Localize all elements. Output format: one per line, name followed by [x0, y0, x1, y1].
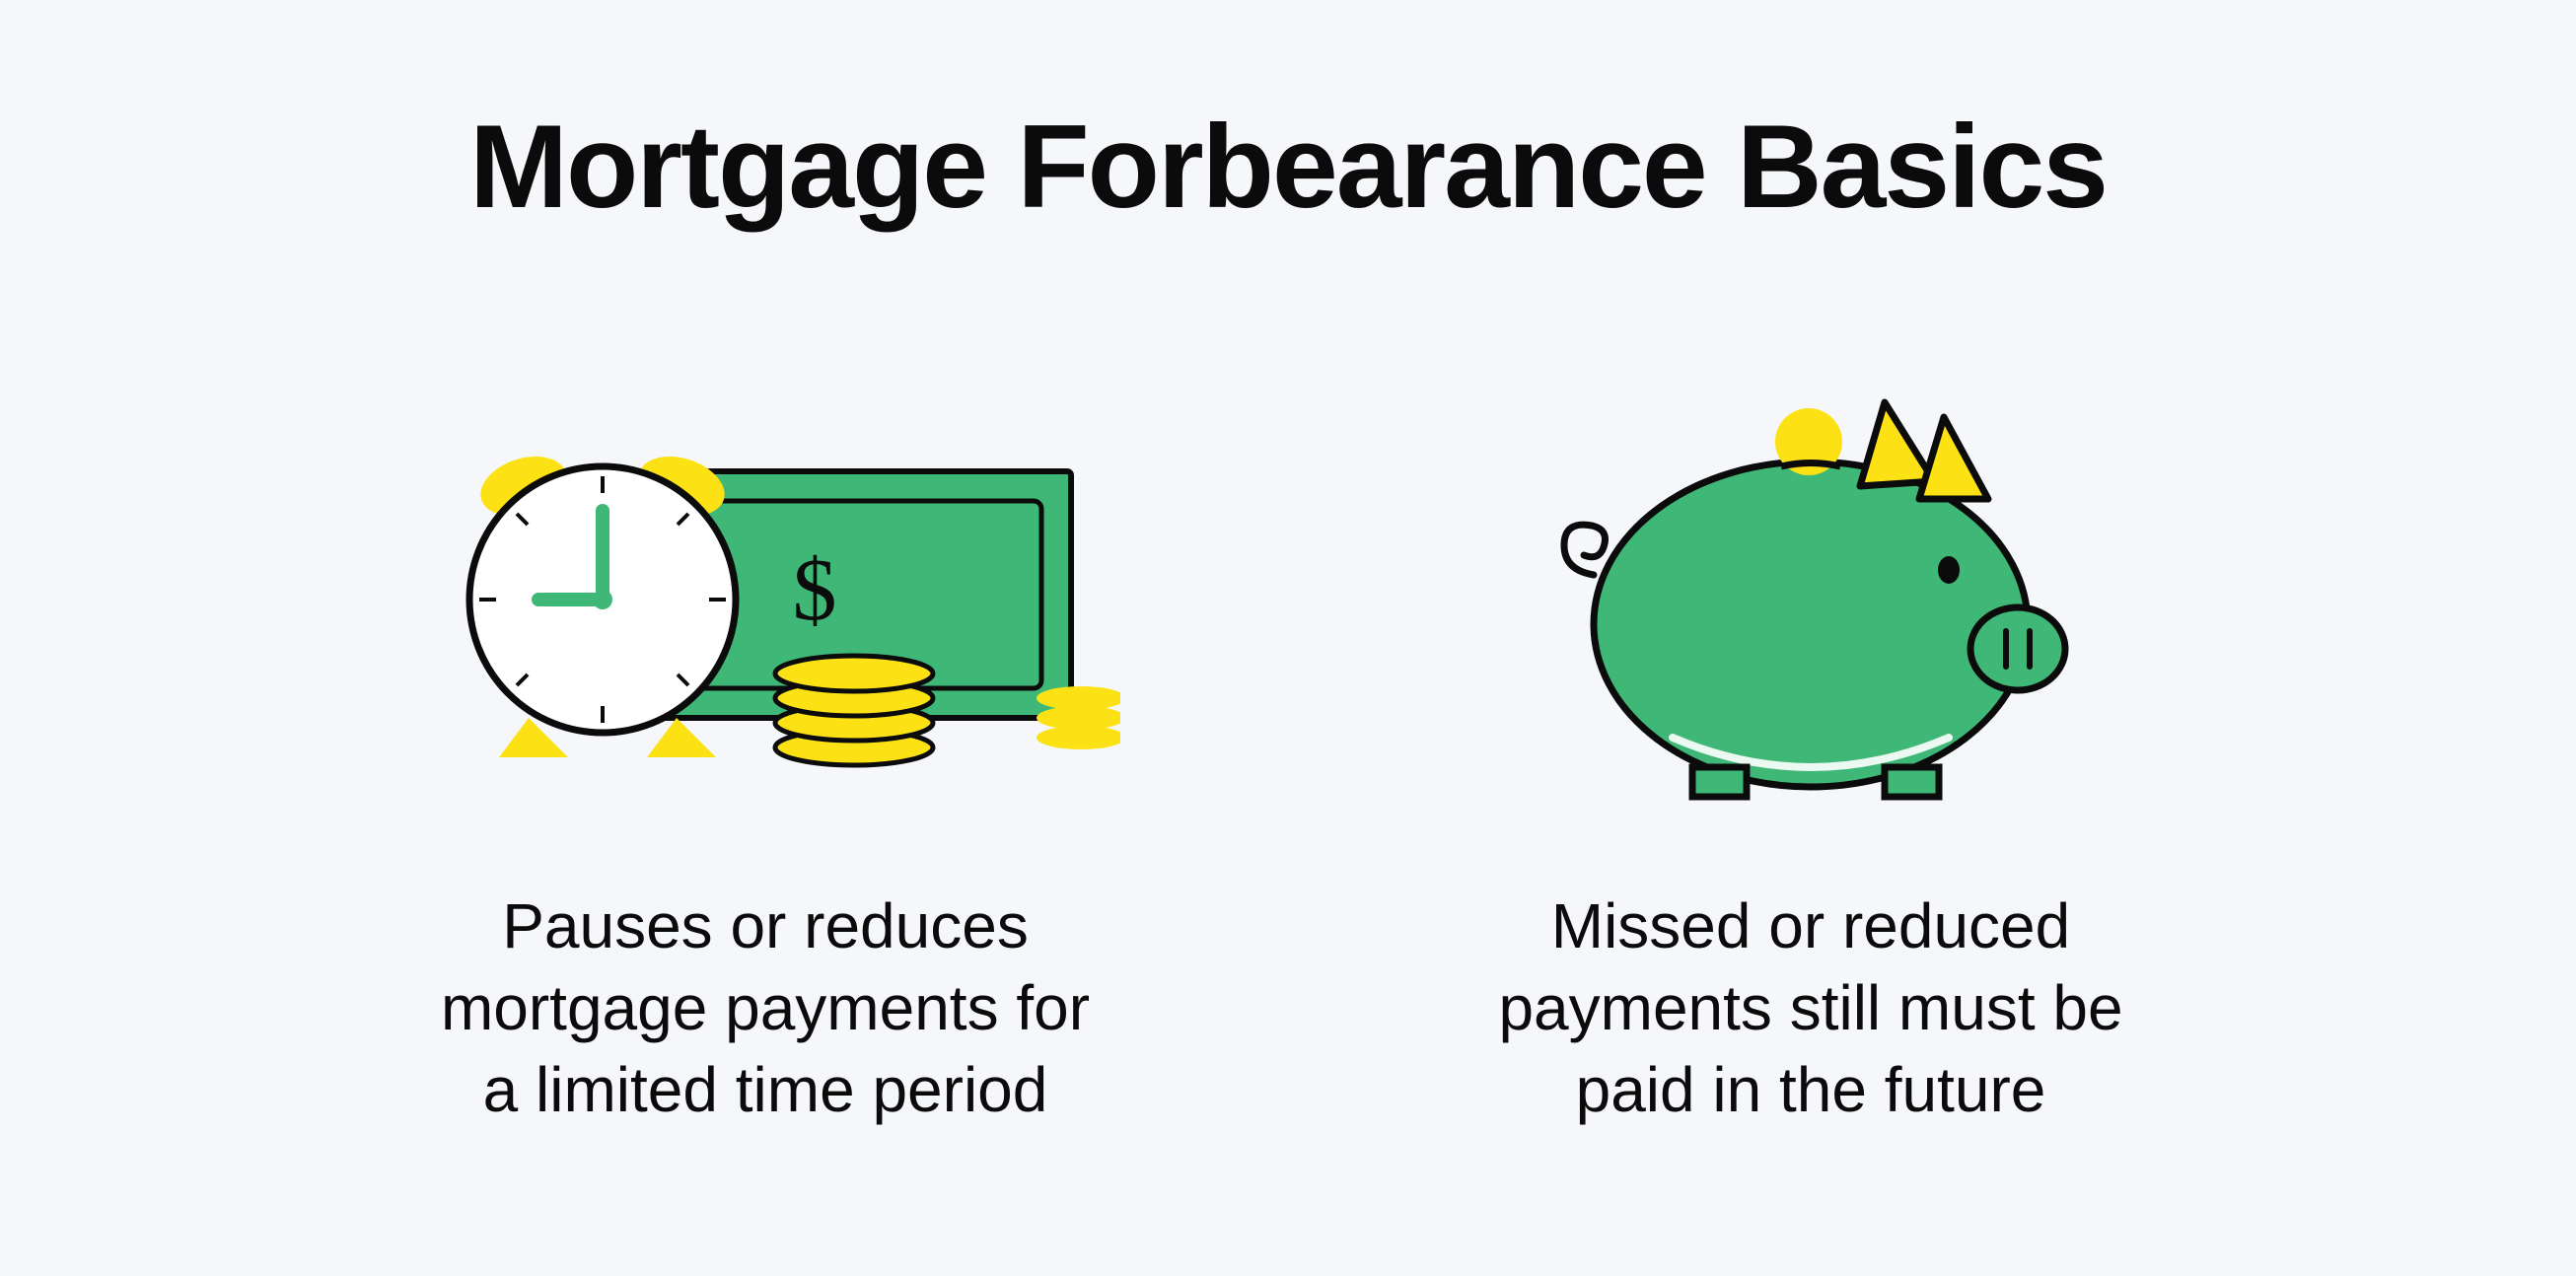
caption-future-payments: Missed or reduced payments still must be… [1498, 886, 2122, 1132]
panel-future-payments: Missed or reduced payments still must be… [1416, 363, 2205, 1132]
svg-text:$: $ [793, 541, 837, 639]
page-title: Mortgage Forbearance Basics [469, 99, 2107, 235]
piggy-bank-icon [1535, 363, 2087, 836]
panel-pause-payments: $ [371, 363, 1160, 1132]
clock-money-icon: $ [410, 363, 1120, 836]
caption-pause-payments: Pauses or reduces mortgage payments for … [441, 886, 1090, 1132]
panels-row: $ [371, 363, 2205, 1132]
